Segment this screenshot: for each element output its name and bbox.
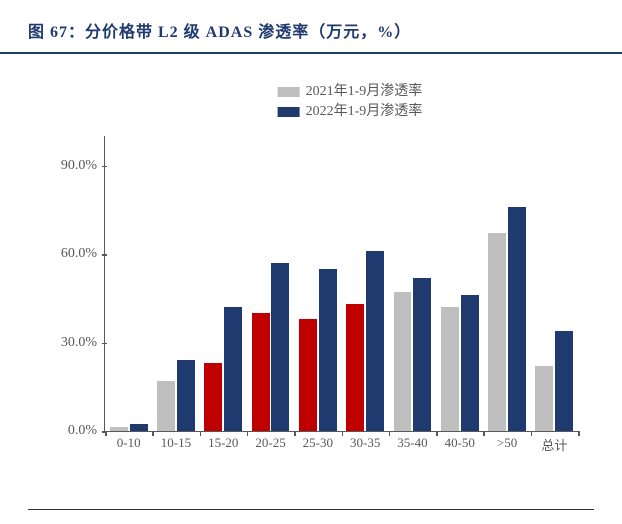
bar-series-2 (224, 307, 242, 431)
y-axis-tick: 90.0% (49, 158, 97, 174)
bar-series-1 (204, 363, 222, 431)
bar-series-2 (177, 360, 195, 431)
x-axis-tick (105, 431, 107, 436)
bar-group: 0-10 (105, 136, 152, 431)
x-axis-tick (578, 431, 580, 436)
legend-swatch (278, 87, 300, 97)
bar-group: 35-40 (389, 136, 436, 431)
x-axis-tick (389, 431, 391, 436)
bar-series-1 (299, 319, 317, 431)
x-axis-tick (436, 431, 438, 436)
x-axis-tick (483, 431, 485, 436)
bar-series-1 (252, 313, 270, 431)
bars-layer: 0-1010-1515-2020-2525-3030-3535-4040-50>… (105, 136, 578, 431)
bar-series-1 (441, 307, 459, 431)
bar-group: 30-35 (342, 136, 389, 431)
bar-group: 15-20 (200, 136, 247, 431)
y-axis-tick: 0.0% (49, 423, 97, 439)
bar-series-2 (366, 251, 384, 431)
bar-series-1 (488, 233, 506, 431)
bar-series-1 (157, 381, 175, 431)
bar-series-2 (508, 207, 526, 431)
legend: 2021年1-9月渗透率2022年1-9月渗透率 (278, 82, 423, 122)
bottom-rule (28, 509, 594, 511)
bar-series-2 (555, 331, 573, 431)
bar-group: 总计 (531, 136, 578, 431)
y-axis-tick: 60.0% (49, 246, 97, 262)
legend-label: 2022年1-9月渗透率 (306, 102, 423, 122)
bar-group: 25-30 (294, 136, 341, 431)
bar-series-2 (461, 295, 479, 431)
bar-series-1 (394, 292, 412, 431)
legend-item: 2021年1-9月渗透率 (278, 82, 423, 102)
figure-title-bar: 图 67：分价格带 L2 级 ADAS 渗透率（万元，%） (0, 0, 622, 54)
bar-group: >50 (483, 136, 530, 431)
x-axis-label: 总计 (507, 431, 602, 454)
bar-group: 10-15 (152, 136, 199, 431)
x-axis-tick (247, 431, 249, 436)
legend-item: 2022年1-9月渗透率 (278, 102, 423, 122)
x-axis-tick (152, 431, 154, 436)
bar-chart: 2021年1-9月渗透率2022年1-9月渗透率 0-1010-1515-202… (56, 82, 586, 462)
y-axis-tick: 30.0% (49, 335, 97, 351)
bar-group: 40-50 (436, 136, 483, 431)
x-axis-tick (294, 431, 296, 436)
x-axis-tick (342, 431, 344, 436)
bar-series-1 (535, 366, 553, 431)
bar-group: 20-25 (247, 136, 294, 431)
x-axis-tick (531, 431, 533, 436)
legend-label: 2021年1-9月渗透率 (306, 82, 423, 102)
x-axis-tick (200, 431, 202, 436)
bar-series-2 (130, 424, 148, 431)
bar-series-1 (346, 304, 364, 431)
plot-area: 0-1010-1515-2020-2525-3030-3535-4040-50>… (104, 136, 578, 432)
bar-series-2 (413, 278, 431, 431)
bar-series-2 (319, 269, 337, 431)
figure-title: 图 67：分价格带 L2 级 ADAS 渗透率（万元，%） (28, 18, 594, 42)
legend-swatch (278, 107, 300, 117)
bar-series-2 (271, 263, 289, 431)
